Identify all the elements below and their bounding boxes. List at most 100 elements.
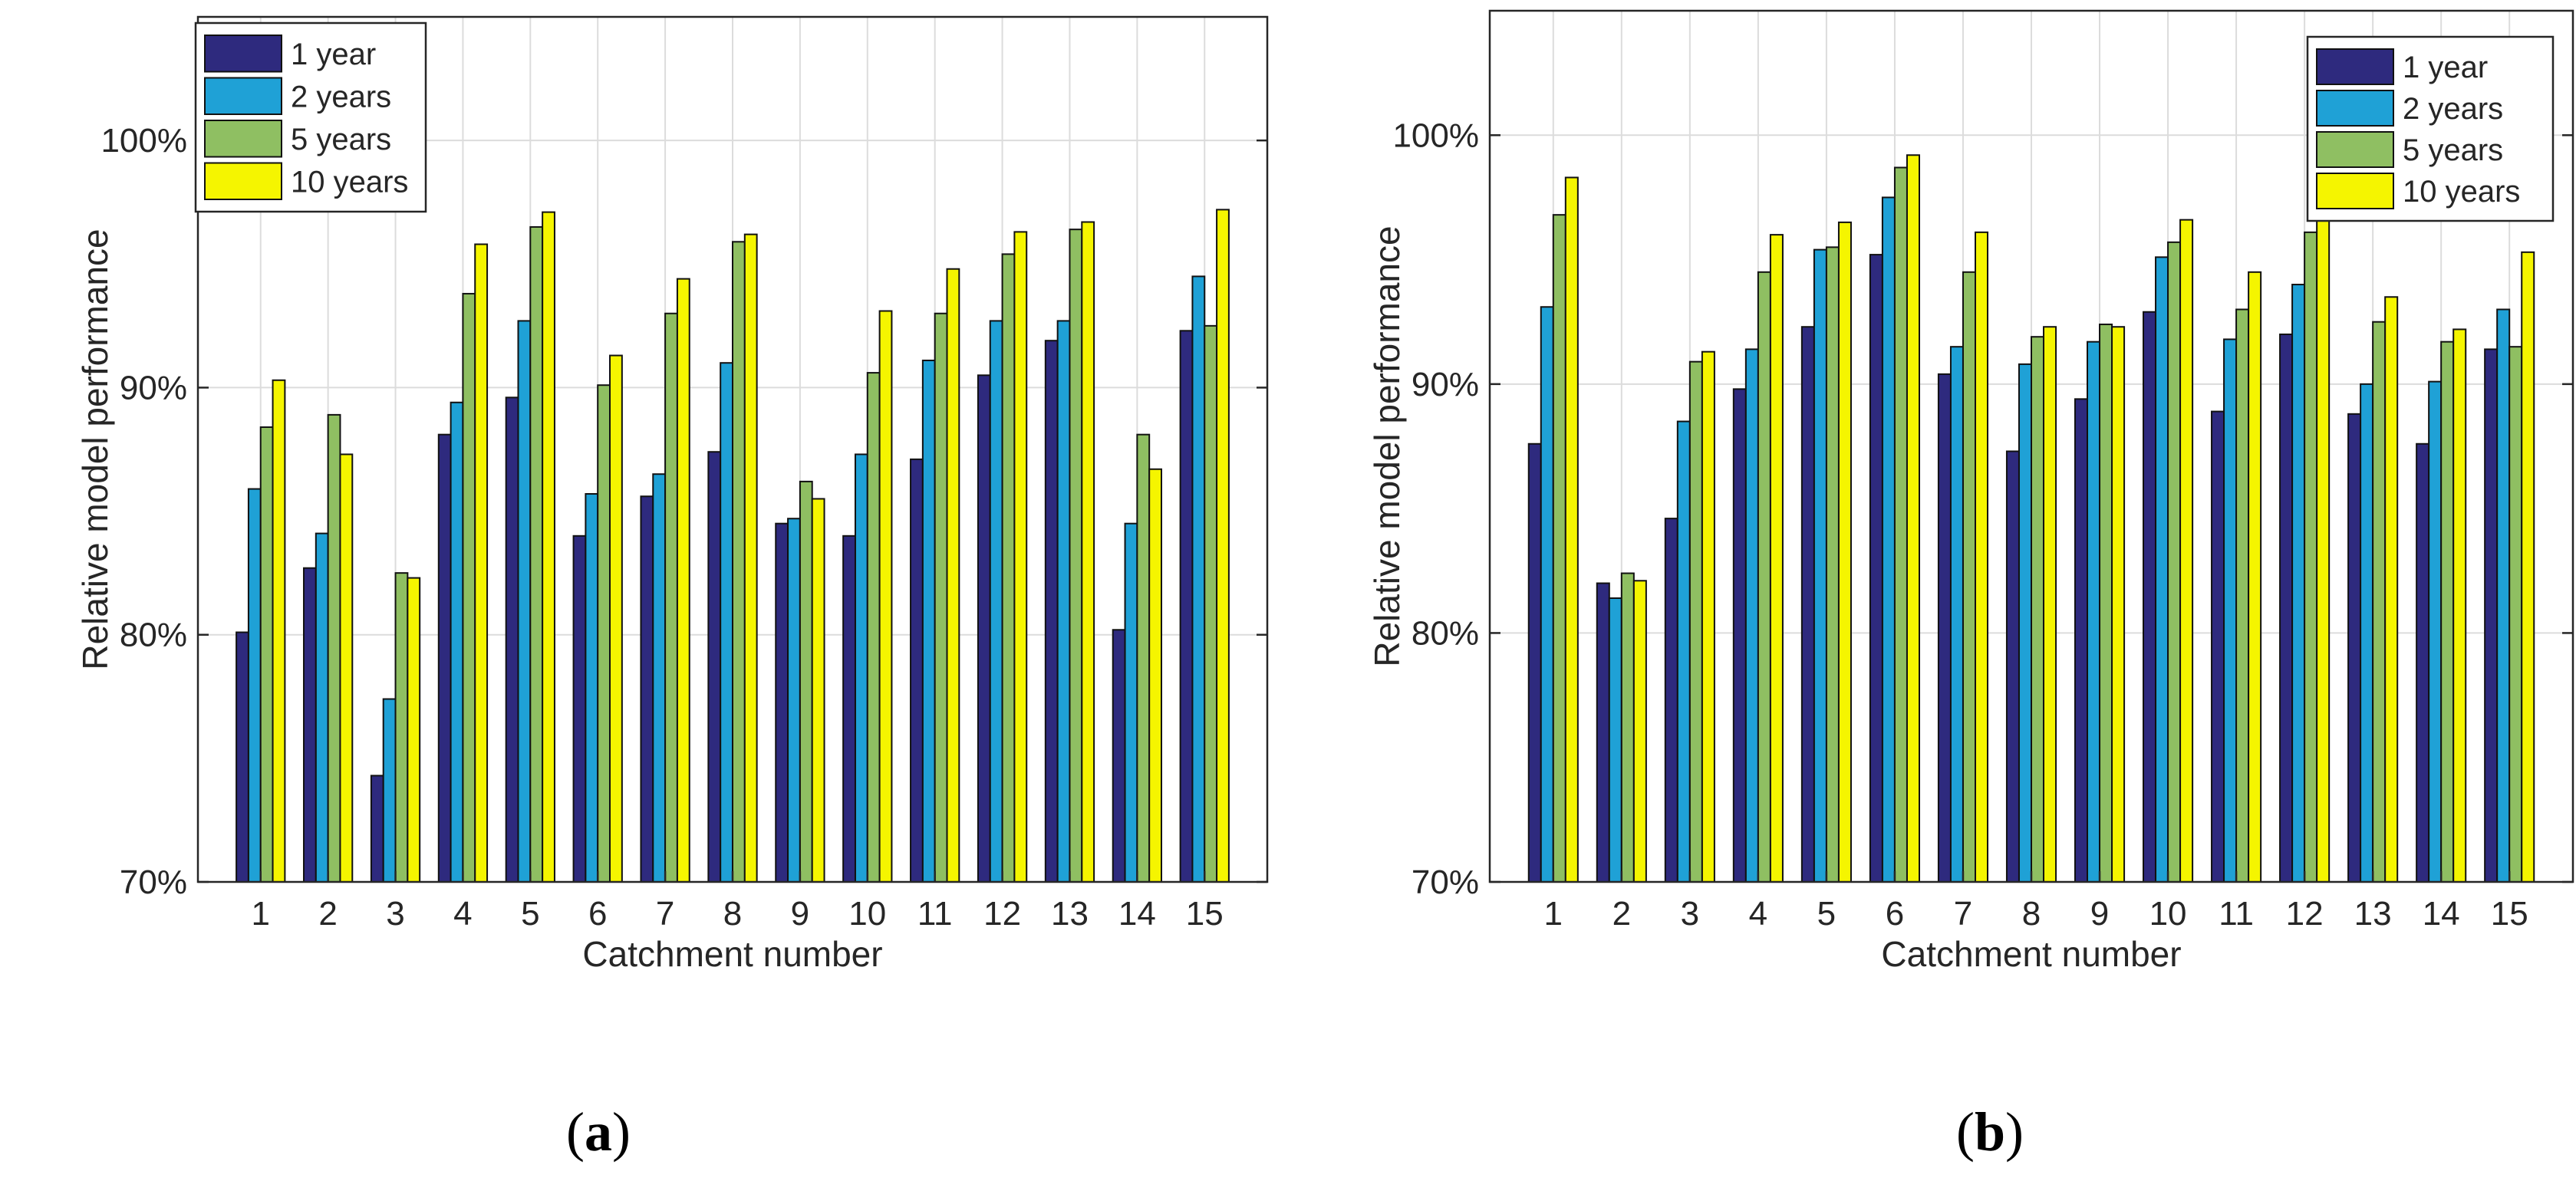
- bar-a-1-year-5: [505, 396, 519, 883]
- bar-a-1-year-11: [910, 458, 924, 883]
- bar-a-1-year-15: [1179, 330, 1194, 883]
- x-tick-label: 11: [917, 895, 953, 933]
- y-tick-label: 70%: [120, 864, 187, 901]
- x-tick-label: 6: [588, 895, 607, 933]
- bar-a-10-years-11: [946, 268, 960, 883]
- bar-a-2-years-2: [315, 532, 329, 883]
- bar-b-5-years-3: [1688, 360, 1703, 883]
- bar-a-5-years-12: [1001, 253, 1016, 883]
- bar-a-2-years-4: [450, 401, 464, 883]
- bar-a-5-years-8: [732, 241, 746, 883]
- bar-a-10-years-3: [407, 577, 421, 883]
- x-tick-label: 6: [1886, 895, 1904, 933]
- x-tick-label: 11: [2219, 895, 2254, 933]
- bar-a-2-years-14: [1124, 522, 1138, 883]
- bar-b-5-years-5: [1825, 246, 1840, 883]
- bar-a-2-years-7: [652, 473, 667, 883]
- bar-a-5-years-11: [934, 312, 948, 883]
- bar-b-10-years-15: [2521, 251, 2535, 883]
- bar-b-2-years-9: [2087, 340, 2101, 883]
- x-tick-label: 10: [2149, 895, 2187, 933]
- bar-a-5-years-4: [462, 292, 476, 883]
- bar-b-2-years-2: [1608, 597, 1622, 883]
- legend-swatch: [2316, 90, 2394, 127]
- bar-b-2-years-1: [1540, 306, 1554, 883]
- bar-b-1-year-14: [2416, 442, 2430, 883]
- legend-swatch: [204, 162, 282, 200]
- bar-a-1-year-12: [977, 374, 991, 883]
- x-tick-label: 9: [2090, 895, 2109, 933]
- bar-b-1-year-2: [1596, 582, 1610, 883]
- bar-a-2-years-9: [787, 518, 801, 883]
- bar-b-5-years-9: [2099, 323, 2113, 883]
- y-tick-label: 70%: [1412, 864, 1479, 901]
- bar-b-2-years-3: [1676, 420, 1691, 883]
- bar-a-2-years-13: [1056, 320, 1071, 883]
- bar-b-1-year-1: [1527, 442, 1542, 883]
- y-tick-label: 90%: [120, 369, 187, 406]
- panel-a-chart: 70%80%90%100%1 2 3 4 5 6 7 8 9 10 11 12 13 14 15Catchm…: [75, 15, 1269, 974]
- bar-b-1-year-3: [1664, 518, 1678, 883]
- x-tick-label: 14: [2423, 895, 2460, 933]
- bar-a-10-years-5: [542, 211, 555, 883]
- bar-b-2-years-13: [2360, 383, 2374, 883]
- bar-a-5-years-15: [1204, 324, 1218, 883]
- bar-a-5-years-6: [597, 384, 611, 883]
- bar-b-1-year-9: [2074, 398, 2089, 883]
- bar-b-1-year-15: [2484, 348, 2499, 883]
- legend-swatch: [204, 35, 282, 73]
- bar-b-1-year-12: [2279, 333, 2294, 883]
- bar-b-2-years-6: [1881, 196, 1896, 883]
- bar-b-2-years-7: [1949, 346, 1964, 883]
- bar-b-1-year-8: [2005, 450, 2020, 883]
- x-tick-label: 4: [1749, 895, 1767, 933]
- bar-b-1-year-4: [1732, 388, 1747, 883]
- bar-b-10-years-11: [2248, 271, 2262, 883]
- x-tick-label: 2: [318, 895, 337, 933]
- legend-label: 2 years: [291, 80, 391, 113]
- bar-b-1-year-5: [1800, 326, 1815, 883]
- bar-a-1-year-10: [842, 535, 856, 883]
- bar-a-10-years-1: [272, 379, 286, 883]
- bar-a-1-year-8: [707, 451, 722, 883]
- bar-b-5-years-7: [1962, 271, 1976, 883]
- bar-b-10-years-5: [1837, 221, 1852, 883]
- bar-b-10-years-7: [1974, 231, 1989, 883]
- bar-a-10-years-12: [1013, 231, 1028, 883]
- bar-a-5-years-3: [394, 572, 409, 883]
- bar-b-5-years-14: [2440, 340, 2455, 883]
- bar-b-10-years-3: [1701, 350, 1715, 883]
- bar-b-5-years-2: [1620, 572, 1635, 883]
- legend-label: 2 years: [2403, 92, 2503, 126]
- x-tick-label: 10: [848, 895, 886, 933]
- x-tick-label: 15: [1186, 895, 1224, 933]
- bar-b-2-years-10: [2155, 256, 2169, 883]
- bar-a-1-year-14: [1112, 629, 1126, 883]
- x-tick-label: 8: [2022, 895, 2041, 933]
- bar-b-10-years-6: [1906, 154, 1920, 883]
- bar-b-10-years-13: [2384, 296, 2399, 883]
- bar-a-5-years-10: [866, 372, 881, 883]
- bar-b-1-year-10: [2143, 311, 2157, 883]
- bar-a-2-years-6: [585, 493, 599, 883]
- bar-a-10-years-4: [474, 243, 489, 883]
- bar-a-1-year-3: [370, 775, 384, 883]
- bar-b-1-year-13: [2347, 413, 2362, 883]
- legend-label: 1 year: [291, 38, 376, 71]
- bar-a-2-years-1: [247, 488, 262, 883]
- bar-b-5-years-1: [1552, 214, 1566, 883]
- y-tick-label: 100%: [1392, 117, 1479, 154]
- x-tick-label: 14: [1118, 895, 1156, 933]
- bar-a-10-years-13: [1081, 221, 1095, 883]
- x-tick-label: 1: [1544, 895, 1563, 933]
- bar-a-2-years-12: [989, 320, 1003, 883]
- y-tick-label: 90%: [1412, 366, 1479, 403]
- bar-a-10-years-10: [878, 310, 893, 883]
- bar-a-5-years-7: [664, 312, 678, 883]
- bar-b-5-years-10: [2167, 241, 2182, 883]
- y-tick-label: 80%: [1412, 614, 1479, 652]
- bar-a-10-years-2: [339, 453, 354, 883]
- legend: 1 year 2 years 5 years 10 years: [2306, 35, 2555, 222]
- x-tick-label: 12: [983, 895, 1021, 933]
